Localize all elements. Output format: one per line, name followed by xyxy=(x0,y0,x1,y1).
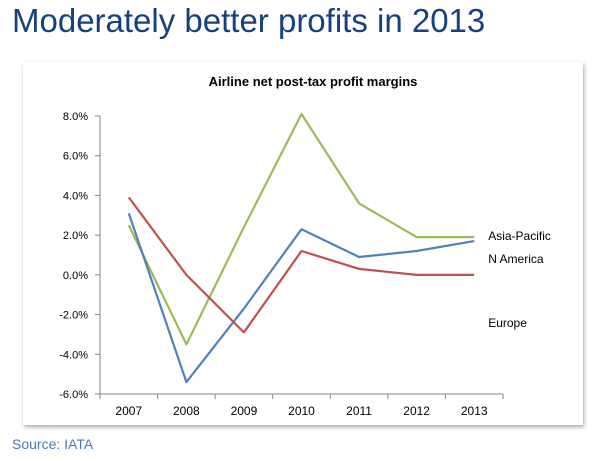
series-label-europe: Europe xyxy=(488,316,527,330)
x-tick-label: 2009 xyxy=(231,404,258,418)
x-tick-label: 2007 xyxy=(115,404,142,418)
source-note: Source: IATA xyxy=(12,436,94,452)
chart-title: Airline net post-tax profit margins xyxy=(209,74,418,89)
y-tick-label: -4.0% xyxy=(59,349,88,361)
chart-axes: 8.0% 6.0% 4.0% 2.0% 0.0% -2.0% -4.0% -6.0% 2007 2… xyxy=(59,111,504,418)
y-tick-label: 4.0% xyxy=(63,190,88,202)
y-tick-label: 2.0% xyxy=(63,230,88,242)
x-tick-label: 2008 xyxy=(173,404,200,418)
y-tick-label: 0.0% xyxy=(63,270,88,282)
chart-panel: Airline net post-tax profit margins 8.0%… xyxy=(23,62,583,425)
series-line-asia-pacific xyxy=(127,112,475,346)
series-line-europe xyxy=(127,196,475,334)
series-line-n-america xyxy=(127,212,475,384)
x-tick-label: 2013 xyxy=(461,404,488,418)
x-tick-label: 2011 xyxy=(346,404,372,418)
x-tick-label: 2010 xyxy=(288,404,315,418)
series-label-n-america: N America xyxy=(488,252,544,266)
y-tick-label: -2.0% xyxy=(59,310,88,322)
series-label-asia-pacific: Asia-Pacific xyxy=(488,229,551,243)
y-tick-label: -6.0% xyxy=(59,389,88,401)
y-tick-label: 6.0% xyxy=(63,151,88,163)
x-tick-label: 2012 xyxy=(403,404,430,418)
y-tick-label: 8.0% xyxy=(63,111,88,123)
slide-title: Moderately better profits in 2013 xyxy=(12,2,486,39)
chart-series: Asia-Pacific N America Europe xyxy=(127,112,551,384)
line-chart: Airline net post-tax profit margins 8.0%… xyxy=(59,74,551,418)
